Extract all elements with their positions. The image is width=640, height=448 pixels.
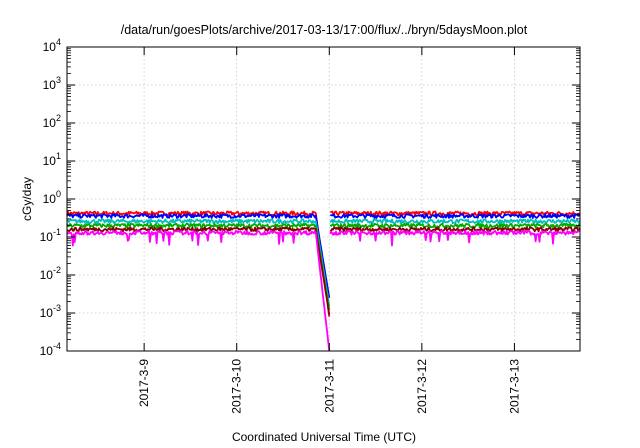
series-line: [66, 213, 331, 299]
axis-ticks: [67, 46, 580, 352]
series-lines: [66, 210, 581, 352]
x-tick-label: 2017-3-11: [322, 359, 336, 413]
x-tick-label: 2017-3-12: [415, 359, 429, 414]
series-line: [329, 222, 581, 229]
y-tick-base: 10: [43, 78, 57, 92]
series-line: [66, 222, 331, 311]
series-line: [330, 213, 581, 219]
y-tick-label: 100: [43, 189, 61, 206]
y-tick-label: 103: [43, 75, 61, 92]
y-tick-base: 10: [40, 268, 54, 282]
y-tick-exponent: 2: [56, 113, 61, 123]
series-line: [329, 229, 581, 247]
y-tick-label: 10-3: [40, 303, 61, 320]
x-tick-label: 2017-3-13: [507, 359, 521, 414]
y-tick-exponent: -1: [53, 227, 61, 237]
x-tick-label: 2017-3-10: [230, 359, 244, 414]
y-tick-exponent: 3: [56, 75, 61, 85]
y-tick-label: 104: [43, 37, 61, 54]
y-tick-exponent: -3: [53, 303, 61, 313]
y-tick-label: 101: [43, 151, 61, 168]
y-tick-label: 10-4: [40, 341, 61, 358]
series-line: [67, 226, 331, 315]
y-tick-base: 10: [43, 40, 57, 54]
y-tick-exponent: -4: [53, 341, 61, 351]
y-tick-label: 10-2: [40, 265, 61, 282]
x-axis-label: Coordinated Universal Time (UTC): [232, 430, 416, 444]
series-line: [66, 229, 331, 352]
x-tick-label: 2017-3-9: [137, 359, 151, 407]
y-tick-label: 102: [43, 113, 61, 130]
chart-title: /data/run/goesPlots/archive/2017-03-13/1…: [121, 23, 528, 37]
y-tick-label: 10-1: [40, 227, 61, 244]
y-tick-base: 10: [40, 344, 54, 358]
y-tick-base: 10: [43, 154, 57, 168]
series-line: [329, 218, 581, 225]
y-tick-base: 10: [43, 192, 57, 206]
x-tick-labels: 2017-3-9 2017-3-10 2017-3-11 2017-3-12 2017-…: [137, 359, 521, 414]
y-tick-base: 10: [43, 116, 57, 130]
y-tick-exponent: 0: [56, 189, 61, 199]
series-line: [329, 226, 581, 233]
series-line: [66, 218, 331, 307]
y-tick-base: 10: [40, 230, 54, 244]
y-tick-exponent: 1: [56, 151, 61, 161]
y-tick-base: 10: [40, 306, 54, 320]
y-axis-label: cGy/day: [20, 177, 34, 221]
y-tick-exponent: -2: [53, 265, 61, 275]
y-tick-exponent: 4: [56, 37, 61, 47]
